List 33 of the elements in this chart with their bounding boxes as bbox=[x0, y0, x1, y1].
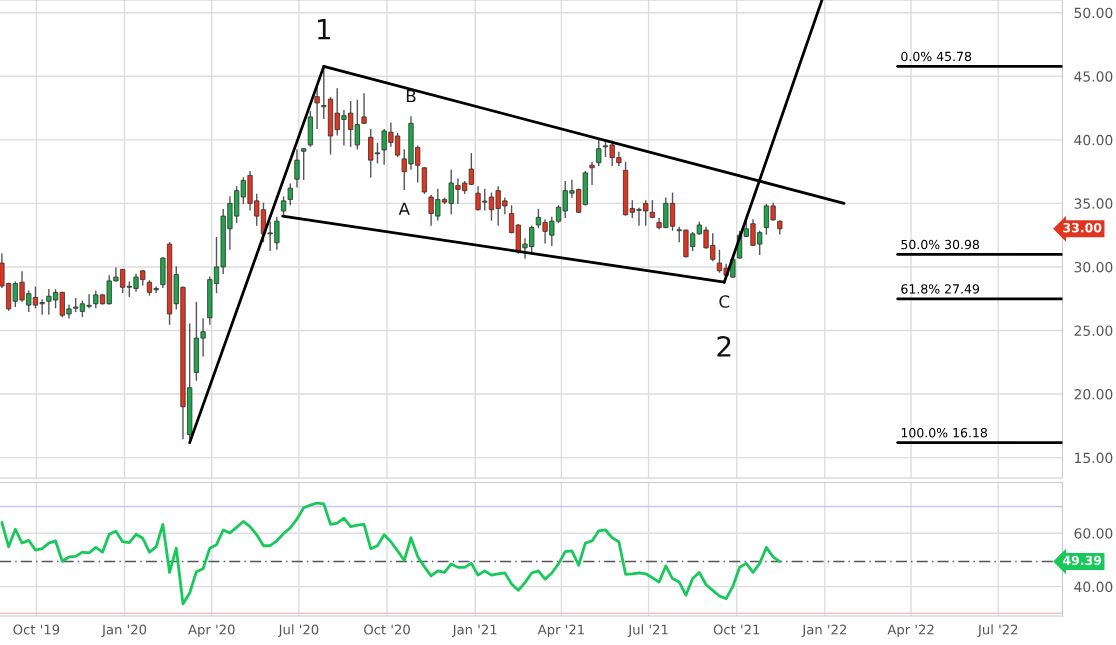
annotation: 1 bbox=[318, 19, 331, 40]
x-tick-label: Apr '22 bbox=[887, 624, 934, 638]
y-tick-label: 40.00 bbox=[1074, 134, 1113, 146]
y-tick-label: 25.00 bbox=[1074, 325, 1113, 336]
x-tick-label: Oct '20 bbox=[364, 624, 410, 635]
x-tick-label: Jul '22 bbox=[977, 624, 1018, 637]
annotation: A bbox=[398, 202, 410, 215]
y-tick-label: 50.00 bbox=[1074, 7, 1113, 19]
y-tick-label: 45.00 bbox=[1074, 71, 1113, 82]
series-label: 50.0% 30.98 bbox=[901, 239, 980, 250]
y-tick-label: 20.00 bbox=[1074, 389, 1113, 400]
y-tick-label: 35.00 bbox=[1074, 198, 1113, 209]
series-label: 0.0% 45.78 bbox=[901, 51, 972, 62]
x-tick-label: Jan '21 bbox=[452, 624, 497, 637]
series-label: 100.0% 16.18 bbox=[901, 427, 987, 438]
y-tick-label: 40.00 bbox=[1074, 581, 1113, 593]
x-tick-label: Jan '20 bbox=[101, 624, 147, 637]
y-tick-label: 30.00 bbox=[1074, 261, 1113, 273]
x-tick-label: Jul '20 bbox=[277, 624, 319, 637]
series-label: 61.8% 27.49 bbox=[901, 284, 980, 294]
annotation: B bbox=[406, 89, 416, 103]
y-tick-label: 15.00 bbox=[1075, 452, 1113, 464]
x-tick-label: Jan '22 bbox=[801, 624, 846, 637]
annotation: 2 bbox=[717, 335, 731, 357]
x-tick-label: Jul '21 bbox=[627, 624, 668, 637]
x-tick-label: Oct '21 bbox=[713, 624, 760, 635]
x-tick-label: Apr '21 bbox=[537, 624, 584, 638]
text: 33.00 bbox=[1063, 222, 1102, 233]
x-tick-label: Oct '19 bbox=[13, 624, 60, 635]
annotation: C bbox=[719, 295, 730, 308]
y-tick-label: 60.00 bbox=[1074, 528, 1113, 539]
ref-line-label: 49.39 bbox=[1062, 555, 1102, 566]
x-tick-label: Apr '20 bbox=[188, 624, 235, 638]
